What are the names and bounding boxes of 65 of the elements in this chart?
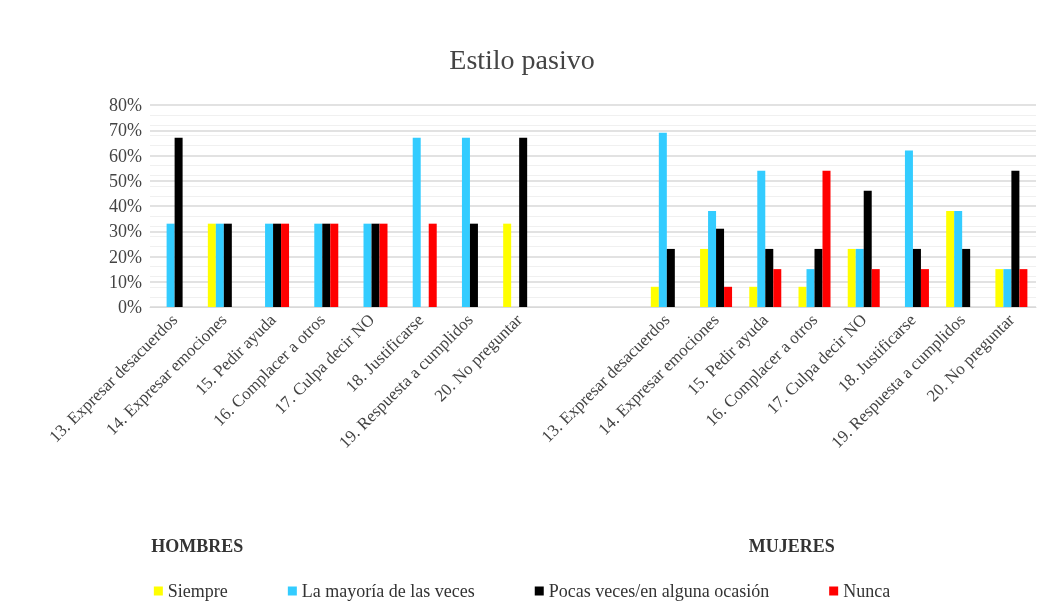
legend-label: Siempre [167,581,228,601]
bar [798,286,807,307]
bar [920,269,929,307]
bar [708,211,717,307]
bar [371,223,380,307]
y-tick-label: 20% [109,246,142,267]
chart-title: Estilo pasivo [449,43,595,75]
legend-label: Pocas veces/en alguna ocasión [548,581,770,601]
bar [946,211,955,307]
bar [215,223,224,307]
bar [519,137,528,307]
bar [773,269,782,307]
legend-label: La mayoría de las veces [301,581,475,601]
bar [814,248,823,307]
bar [806,269,815,307]
bar [207,223,216,307]
bar [995,269,1004,307]
bar [954,211,963,307]
bar [379,223,388,307]
y-tick-label: 70% [109,120,142,141]
y-tick-label: 40% [109,196,142,216]
text: HOMBRES [151,536,244,556]
bar [912,248,921,307]
bar [461,137,470,307]
bar [273,223,282,307]
bar [1011,170,1020,307]
bar [166,223,175,307]
bar [855,248,864,307]
bar [716,228,725,307]
bar [822,170,831,307]
bar [724,286,733,307]
bar [904,150,913,307]
bar [281,223,290,307]
bar [847,248,856,307]
bar [322,223,331,307]
bar [174,137,183,307]
bar [757,170,766,307]
y-tick-label: 10% [109,271,142,292]
bar [223,223,232,307]
bar [650,286,659,307]
bar [666,248,675,307]
y-tick-label: 80% [109,95,142,115]
bar [658,132,667,307]
bar [962,248,971,307]
bar [503,223,512,307]
legend-label: Nunca [843,581,891,601]
bar [1019,269,1028,307]
y-tick-label: 0% [118,297,142,317]
bar [265,223,274,307]
bar [363,223,372,307]
bar [1003,269,1012,307]
bar [314,223,323,307]
text: MUJERES [748,536,835,556]
bar [871,269,880,307]
bar [428,223,437,307]
bar [749,286,758,307]
bar [469,223,478,307]
bar [765,248,774,307]
bar [330,223,339,307]
y-tick-label: 50% [109,170,142,191]
y-tick-label: 30% [109,221,142,242]
bar [863,190,872,307]
bar [700,248,709,307]
y-tick-label: 60% [109,145,142,166]
bar [412,137,421,307]
